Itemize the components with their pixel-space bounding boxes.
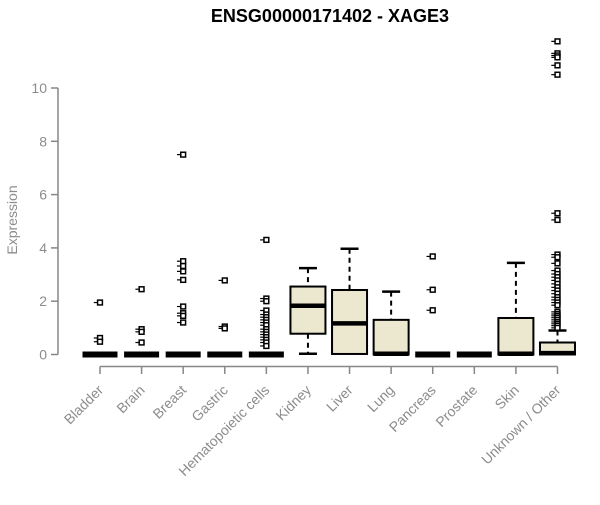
outlier-point bbox=[221, 277, 228, 284]
outlier-point bbox=[138, 339, 145, 346]
boxplot-liver bbox=[331, 247, 369, 355]
collapsed-box bbox=[124, 351, 160, 358]
boxplots bbox=[82, 38, 576, 358]
y-axis-tick-label: 0 bbox=[39, 347, 47, 363]
boxplot-brain bbox=[124, 286, 160, 358]
collapsed-box bbox=[82, 351, 118, 358]
boxplot-bladder bbox=[82, 299, 118, 358]
boxplot-hematopoietic-cells bbox=[248, 236, 284, 358]
outlier-point bbox=[180, 276, 187, 284]
outlier-point bbox=[554, 260, 561, 267]
outlier-point bbox=[180, 151, 187, 158]
outlier-point bbox=[180, 262, 187, 270]
outlier-point bbox=[180, 303, 187, 310]
outlier-point bbox=[429, 286, 436, 293]
boxplot-pancreas bbox=[415, 253, 451, 358]
outlier-point bbox=[138, 328, 145, 335]
outlier-point bbox=[554, 62, 561, 69]
outlier-point bbox=[429, 253, 436, 260]
x-axis-category-label-unknown-other: Unknown / Other bbox=[478, 382, 564, 468]
x-axis-category-label-lung: Lung bbox=[364, 382, 397, 415]
box bbox=[289, 285, 327, 335]
collapsed-box bbox=[248, 351, 284, 358]
collapsed-box bbox=[207, 351, 243, 358]
outlier-point bbox=[554, 54, 561, 61]
boxplot-unknown-other bbox=[538, 38, 576, 356]
outlier-point bbox=[180, 312, 187, 320]
outlier-point bbox=[554, 71, 561, 78]
x-axis-category-label-liver: Liver bbox=[323, 382, 356, 415]
outlier-point bbox=[554, 38, 561, 45]
outlier-point bbox=[554, 302, 561, 309]
collapsed-box bbox=[165, 351, 201, 358]
boxplot-kidney bbox=[289, 266, 327, 355]
x-axis-category-label-bladder: Bladder bbox=[61, 382, 107, 428]
x-axis-category-label-skin: Skin bbox=[491, 382, 522, 413]
boxplot-breast bbox=[165, 151, 201, 358]
x-axis-category-label-prostate: Prostate bbox=[432, 382, 480, 430]
x-axis-category-label-breast: Breast bbox=[149, 382, 189, 422]
boxplot-prostate bbox=[456, 351, 492, 358]
y-axis-tick-label: 2 bbox=[39, 293, 47, 309]
outlier-point bbox=[180, 268, 187, 275]
outlier-point bbox=[263, 298, 270, 305]
boxplot-gastric bbox=[207, 277, 243, 358]
collapsed-box bbox=[415, 351, 451, 358]
outlier-point bbox=[554, 216, 561, 224]
chart-title: ENSG00000171402 - XAGE3 bbox=[211, 6, 449, 26]
box bbox=[372, 318, 410, 356]
y-axis-title: Expression bbox=[4, 185, 20, 254]
outlier-point bbox=[263, 236, 270, 244]
y-axis-tick-label: 6 bbox=[39, 187, 47, 203]
collapsed-box bbox=[456, 351, 492, 358]
outlier-point bbox=[554, 210, 561, 217]
outlier-point bbox=[263, 342, 270, 350]
y-axis-tick-label: 4 bbox=[39, 240, 47, 256]
boxplot-lung bbox=[372, 290, 410, 356]
x-axis-category-label-brain: Brain bbox=[113, 382, 147, 416]
outlier-point bbox=[138, 286, 145, 293]
y-axis-tick-label: 8 bbox=[39, 133, 47, 149]
outlier-point bbox=[96, 338, 104, 345]
y-axis-tick-label: 10 bbox=[31, 80, 47, 96]
outlier-point bbox=[554, 324, 561, 332]
outlier-point bbox=[180, 319, 187, 326]
outlier-point bbox=[554, 254, 561, 261]
outlier-point bbox=[429, 307, 436, 314]
box bbox=[497, 316, 535, 356]
outlier-point bbox=[96, 299, 104, 306]
outlier-point bbox=[221, 325, 228, 332]
boxplot-skin bbox=[497, 261, 535, 356]
x-axis-category-label-kidney: Kidney bbox=[272, 382, 314, 424]
